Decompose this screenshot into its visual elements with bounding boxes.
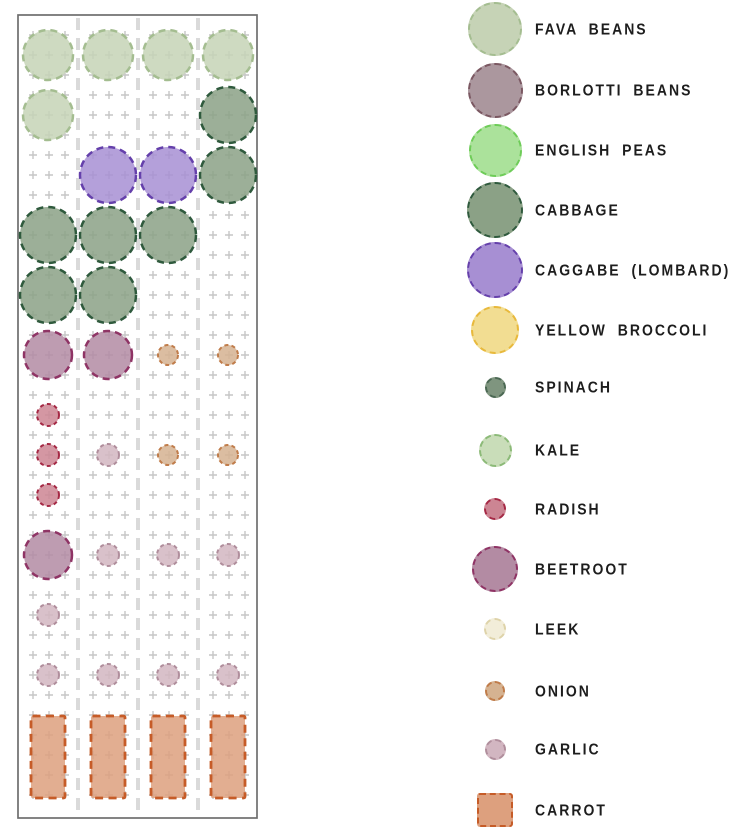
legend-item-kale: KALE bbox=[455, 420, 730, 480]
legend-item-spinach: SPINACH bbox=[455, 357, 730, 417]
plant-onion bbox=[157, 344, 179, 366]
legend-label-cabbage-lombard: CAGGABE (LOMBARD) bbox=[535, 261, 730, 279]
plant-garlic bbox=[96, 443, 120, 467]
radish-icon bbox=[484, 498, 506, 520]
legend-label-garlic: GARLIC bbox=[535, 740, 601, 758]
legend-label-fava-beans: FAVA BEANS bbox=[535, 20, 648, 38]
plant-carrot bbox=[29, 714, 67, 800]
plant-garlic bbox=[96, 663, 120, 687]
kale-icon bbox=[478, 433, 512, 467]
legend-item-beetroot: BEETROOT bbox=[455, 539, 730, 599]
plant-cabbage bbox=[18, 205, 78, 265]
borlotti-beans-icon bbox=[467, 62, 523, 118]
plant-onion bbox=[217, 444, 239, 466]
plant-fava-beans bbox=[81, 28, 135, 82]
plant-cabbage bbox=[78, 205, 138, 265]
spinach-icon bbox=[484, 376, 506, 398]
legend-item-garlic: GARLIC bbox=[455, 719, 730, 779]
plant-onion bbox=[217, 344, 239, 366]
legend-item-cabbage: CABBAGE bbox=[455, 180, 730, 240]
legend-item-yellow-broccoli: YELLOW BROCCOLI bbox=[455, 300, 730, 360]
legend-label-beetroot: BEETROOT bbox=[535, 560, 629, 578]
legend-item-english-peas: ENGLISH PEAS bbox=[455, 120, 730, 180]
plant-beetroot bbox=[22, 329, 74, 381]
legend-label-kale: KALE bbox=[535, 441, 582, 459]
plant-fava-beans bbox=[21, 28, 75, 82]
legend-item-radish: RADISH bbox=[455, 479, 730, 539]
legend-label-yellow-broccoli: YELLOW BROCCOLI bbox=[535, 321, 709, 339]
plant-radish bbox=[36, 483, 60, 507]
legend-item-cabbage-lombard: CAGGABE (LOMBARD) bbox=[455, 240, 730, 300]
plant-cabbage bbox=[138, 205, 198, 265]
plant-cabbage-lombard bbox=[138, 145, 198, 205]
plant-onion bbox=[157, 444, 179, 466]
garlic-icon bbox=[484, 738, 506, 760]
plant-fava-beans bbox=[21, 88, 75, 142]
plant-radish bbox=[36, 403, 60, 427]
legend-label-radish: RADISH bbox=[535, 500, 601, 518]
plant-garlic bbox=[216, 543, 240, 567]
plant-garlic bbox=[156, 663, 180, 687]
plant-garlic bbox=[216, 663, 240, 687]
legend-label-english-peas: ENGLISH PEAS bbox=[535, 141, 669, 159]
fava-beans-icon bbox=[468, 2, 522, 56]
plant-cabbage-lombard bbox=[78, 145, 138, 205]
cabbage-icon bbox=[467, 182, 523, 238]
yellow-broccoli-icon bbox=[471, 306, 519, 354]
plant-cabbage bbox=[78, 265, 138, 325]
carrot-icon bbox=[477, 793, 513, 827]
legend-item-borlotti-beans: BORLOTTI BEANS bbox=[455, 60, 730, 120]
english-peas-icon bbox=[468, 123, 522, 177]
plant-garlic bbox=[156, 543, 180, 567]
plant-carrot bbox=[209, 714, 247, 800]
legend-label-onion: ONION bbox=[535, 682, 591, 700]
beetroot-icon bbox=[472, 546, 518, 592]
plant-cabbage bbox=[198, 85, 258, 145]
legend-label-borlotti-beans: BORLOTTI BEANS bbox=[535, 81, 693, 99]
plant-carrot bbox=[89, 714, 127, 800]
legend-item-fava-beans: FAVA BEANS bbox=[455, 0, 730, 59]
plant-fava-beans bbox=[201, 28, 255, 82]
plant-garlic bbox=[36, 663, 60, 687]
plant-beetroot bbox=[22, 529, 74, 581]
plant-carrot bbox=[149, 714, 187, 800]
plant-cabbage bbox=[18, 265, 78, 325]
plant-radish bbox=[36, 443, 60, 467]
legend-label-carrot: CARROT bbox=[535, 801, 607, 819]
plant-cabbage bbox=[198, 145, 258, 205]
legend-item-leek: LEEK bbox=[455, 599, 730, 659]
plant-garlic bbox=[36, 603, 60, 627]
garden-bed-diagram bbox=[17, 14, 258, 819]
plant-garlic bbox=[96, 543, 120, 567]
plant-fava-beans bbox=[141, 28, 195, 82]
legend-label-cabbage: CABBAGE bbox=[535, 201, 620, 219]
bed-plants bbox=[18, 28, 258, 800]
legend-item-onion: ONION bbox=[455, 661, 730, 721]
legend-item-carrot: CARROT bbox=[455, 780, 730, 840]
plant-beetroot bbox=[82, 329, 134, 381]
legend: FAVA BEANS BORLOTTI BEANS ENGLISH PEAS C… bbox=[455, 0, 730, 828]
legend-label-leek: LEEK bbox=[535, 620, 581, 638]
cabbage-lombard-icon bbox=[467, 242, 523, 298]
onion-icon bbox=[485, 681, 505, 701]
leek-icon bbox=[484, 618, 506, 640]
legend-label-spinach: SPINACH bbox=[535, 378, 613, 396]
bed-column-dividers bbox=[76, 18, 200, 815]
